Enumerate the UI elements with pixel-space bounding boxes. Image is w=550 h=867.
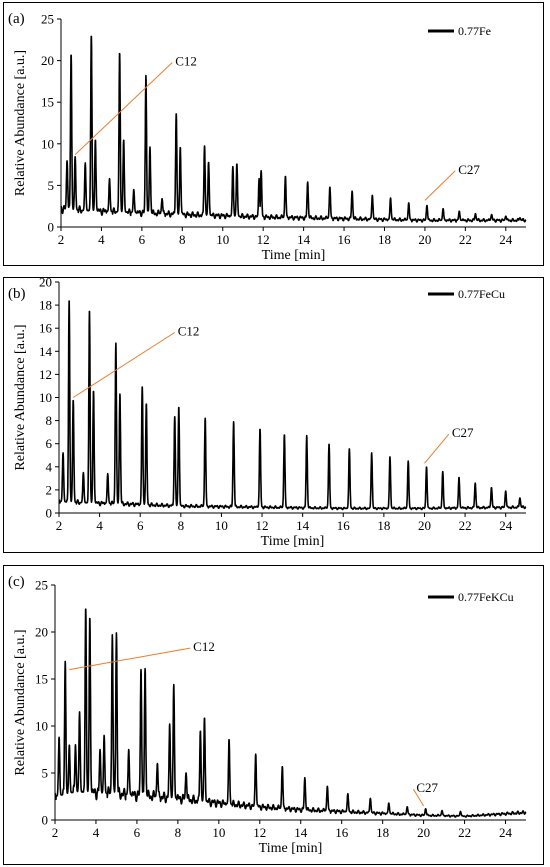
x-tick-label: 18 [376,825,389,840]
x-tick-label: 2 [56,518,63,533]
annotation-leader-line [412,788,425,807]
x-tick-label: 12 [253,825,266,840]
annotation-leader-line [424,433,450,464]
x-tick-label: 16 [337,518,351,533]
y-tick-label: 8 [46,413,53,428]
x-axis-title: Time [min] [261,534,325,549]
y-tick-label: 15 [41,95,54,110]
x-tick-label: 6 [139,232,146,247]
y-tick-label: 0 [46,506,53,521]
x-tick-label: 22 [459,518,472,533]
y-tick-label: 5 [42,766,49,781]
annotation-label: C27 [416,780,438,795]
y-axis-title: Relative Abundance [a.u.] [13,50,28,196]
x-tick-label: 20 [418,232,431,247]
x-axis-title: Time [min] [259,841,323,856]
x-tick-label: 12 [256,518,269,533]
y-tick-label: 20 [41,53,54,68]
annotation-label: C27 [458,162,480,177]
annotation-label: C12 [175,54,197,69]
annotation-leader-line [424,170,456,201]
y-tick-label: 18 [39,298,52,313]
x-tick-label: 16 [338,232,352,247]
x-tick-label: 2 [58,232,65,247]
x-tick-label: 10 [216,232,229,247]
x-tick-label: 10 [212,825,225,840]
y-tick-label: 15 [35,672,48,687]
panel-label-b: (b) [8,286,26,302]
annotation-label: C12 [178,324,200,339]
x-tick-label: 14 [294,825,308,840]
x-tick-label: 16 [335,825,349,840]
legend-label: 0.77Fe [458,24,491,38]
y-axis-title: Relative Abundance [a.u.] [13,324,28,470]
annotation-leader-line [69,647,191,671]
x-tick-label: 6 [134,825,141,840]
x-tick-label: 8 [175,825,182,840]
x-tick-label: 10 [215,518,228,533]
y-tick-label: 20 [35,625,48,640]
x-tick-label: 12 [257,232,270,247]
annotation-label: C27 [452,425,474,440]
series-line-0.77FeCu [58,300,527,511]
x-tick-label: 8 [179,232,186,247]
y-tick-label: 0 [42,813,49,828]
legend-label: 0.77FeCu [458,287,505,301]
x-tick-label: 20 [418,518,431,533]
x-tick-label: 4 [93,825,100,840]
x-tick-label: 14 [297,232,311,247]
y-tick-label: 10 [39,390,52,405]
x-tick-label: 4 [98,232,105,247]
legend-label: 0.77FeKCu [458,590,514,604]
chart-panel-c: 2 4 6 8 10 12 14 16 18 20 22 24 0 5 10 15 20 25 Time [min]… [3,565,544,865]
y-tick-label: 25 [35,578,48,593]
panel-label-a: (a) [8,11,25,27]
y-tick-label: 25 [41,12,54,27]
y-tick-label: 10 [41,136,54,151]
y-tick-label: 14 [39,344,53,359]
x-tick-label: 18 [377,518,390,533]
y-tick-label: 12 [39,367,52,382]
y-axis-title: Relative Abundance [a.u.] [13,629,28,775]
x-tick-label: 14 [296,518,310,533]
annotation-leader-line [72,332,176,398]
series-line-0.77FeKCu [54,608,527,818]
annotation-label: C12 [193,639,215,654]
x-tick-label: 4 [96,518,103,533]
chart-panel-a: 2 4 6 8 10 12 14 16 18 20 22 24 0 5 10 15 20 25 Time [min]… [3,2,544,266]
y-tick-label: 5 [48,178,55,193]
x-tick-label: 2 [52,825,59,840]
chart-b-svg: 2 4 6 8 10 12 14 16 18 20 22 2402468101214161820Tim… [8,275,527,549]
y-tick-label: 20 [39,275,52,290]
y-tick-label: 10 [35,719,48,734]
y-tick-label: 2 [46,482,53,497]
x-tick-label: 24 [499,232,513,247]
y-tick-label: 6 [46,436,53,451]
y-tick-label: 0 [48,220,55,235]
series-line-0.77Fe [60,35,527,223]
x-tick-label: 6 [137,518,144,533]
x-tick-label: 24 [499,825,513,840]
y-tick-label: 16 [39,321,53,336]
x-tick-label: 22 [459,232,472,247]
x-tick-label: 18 [378,232,391,247]
chart-panel-b: 2 4 6 8 10 12 14 16 18 20 22 24 0 2 4 6 8 10 12 14 16 18 20 Tim… [3,275,544,553]
x-tick-label: 8 [178,518,185,533]
x-axis-title: Time [min] [262,248,326,263]
y-tick-label: 4 [46,459,53,474]
x-tick-label: 22 [458,825,471,840]
x-tick-label: 24 [499,518,513,533]
panel-label-c: (c) [8,574,25,590]
x-tick-label: 20 [417,825,430,840]
annotation-leader-line [74,62,173,155]
